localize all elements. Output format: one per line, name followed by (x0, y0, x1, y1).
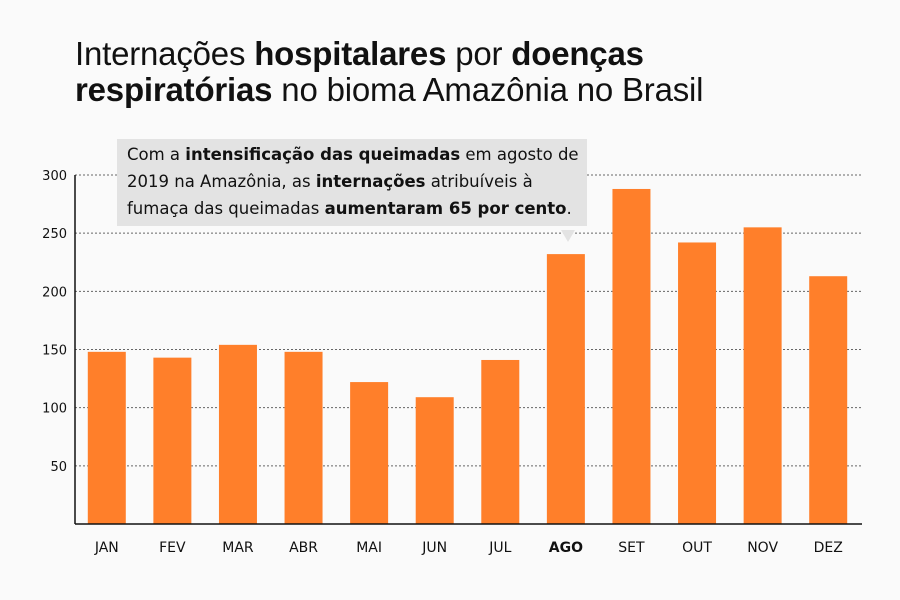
title-segment: por (446, 35, 512, 72)
x-tick-label: JAN (94, 540, 119, 556)
y-axis-ticks: 50 100 150 200 250 300 (42, 169, 67, 475)
title-segment: no bioma Amazônia no Brasil (272, 71, 704, 108)
y-tick-label: 300 (42, 169, 67, 184)
y-tick-label: 50 (50, 460, 67, 475)
x-tick-label: AGO (549, 540, 583, 556)
bar-dez (809, 276, 848, 524)
title-segment: hospitalares (254, 35, 447, 72)
y-tick-label: 100 (42, 402, 67, 417)
bar-jun (415, 397, 454, 524)
x-tick-label: MAR (222, 540, 254, 556)
x-tick-label: FEV (159, 540, 186, 556)
bar-fev (153, 357, 192, 524)
bar-jul (481, 359, 520, 524)
chart-title: Internações hospitalares por doenças resp… (75, 36, 875, 108)
y-tick-label: 200 (42, 285, 67, 300)
annotation-segment: intensificação das queimadas (185, 145, 461, 164)
annotation-segment: aumentaram 65 por cento (324, 199, 567, 218)
x-tick-label: OUT (682, 540, 712, 556)
annotation-callout: Com a intensificação das queimadas em ag… (117, 139, 587, 226)
annotation-segment: . (566, 199, 572, 218)
annotation-segment: atribuíveis à fumaça das queimadas (127, 172, 533, 218)
bar-set (612, 188, 651, 524)
x-tick-label: NOV (747, 540, 778, 556)
x-axis-ticks: JAN FEV MAR ABR MAI JUN JUL AGO SET OUT NOV DEZ (94, 540, 843, 556)
annotation-segment: em agosto de 2019 na Amazônia, as (127, 145, 579, 191)
bar-out (678, 242, 717, 524)
annotation-segment: Com a (127, 145, 186, 164)
y-tick-label: 250 (42, 227, 67, 242)
title-segment: Internações (75, 35, 255, 72)
bar-abr (284, 351, 323, 524)
bar-mar (218, 344, 257, 524)
bar-ago (546, 254, 585, 524)
x-tick-label: MAI (356, 540, 382, 556)
title-segment: doenças (511, 35, 644, 72)
bar-jan (87, 351, 126, 524)
title-segment: respiratórias (75, 71, 273, 108)
annotation-pointer (561, 230, 575, 242)
x-tick-label: SET (618, 540, 645, 556)
y-tick-label: 150 (42, 344, 67, 359)
x-tick-label: ABR (289, 540, 318, 556)
x-tick-label: JUN (421, 540, 447, 556)
bar-nov (743, 227, 782, 524)
x-tick-label: JUL (488, 540, 511, 556)
bars (87, 188, 848, 524)
x-tick-label: DEZ (814, 540, 843, 556)
bar-mai (350, 382, 389, 524)
annotation-segment: internações (315, 172, 426, 191)
